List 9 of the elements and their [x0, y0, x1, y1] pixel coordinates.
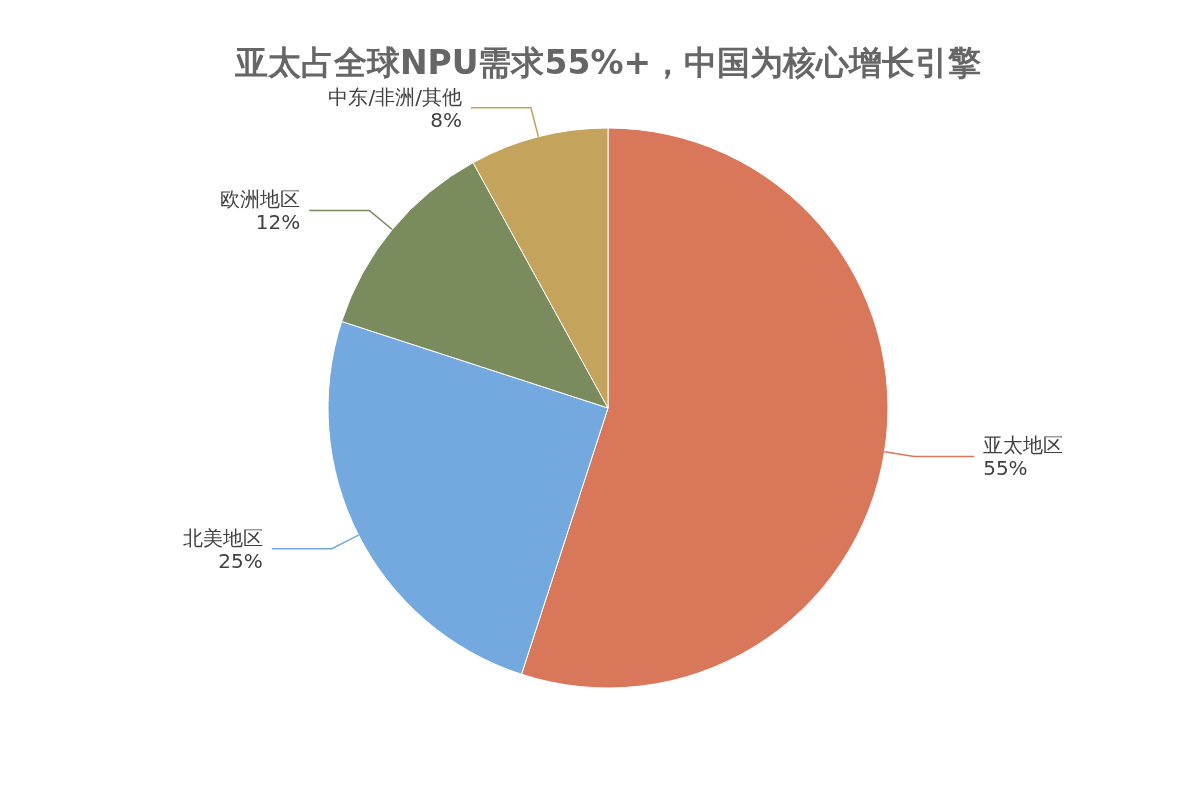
data-label: 12% — [255, 210, 301, 235]
data-label: 25% — [218, 548, 263, 573]
data-label: 8% — [430, 107, 462, 132]
chart-title: 亚太占全球NPU需求55%+，中国为核心增长引擎 — [233, 43, 982, 82]
data-label: 55% — [983, 456, 1028, 481]
slice-label: 欧洲地区 — [220, 187, 301, 212]
slice-label: 中东/非洲/其他 — [328, 84, 462, 109]
slice-label: 北美地区 — [182, 525, 263, 550]
slice-label: 亚太地区 — [983, 433, 1064, 458]
